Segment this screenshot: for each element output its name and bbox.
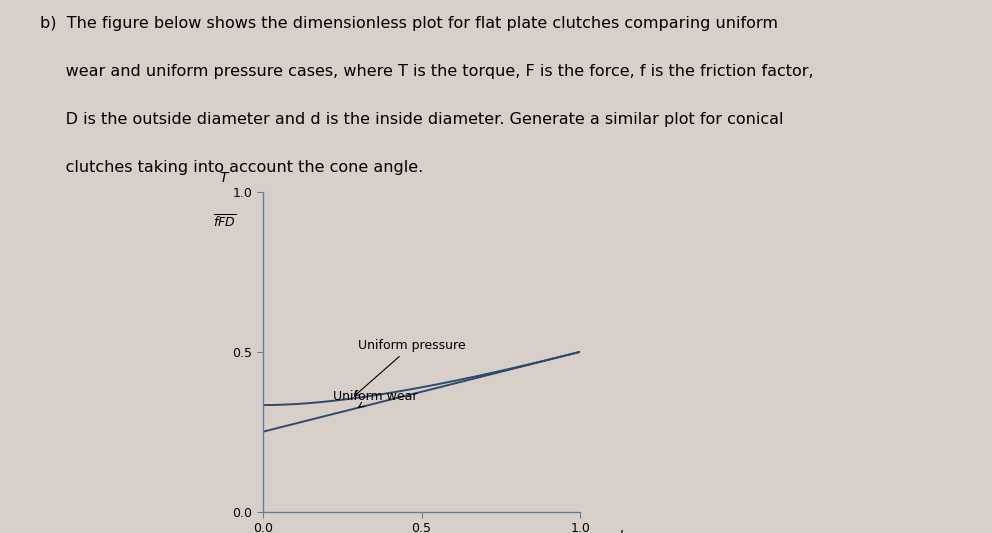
Text: $\overline{fFD}$: $\overline{fFD}$	[213, 214, 236, 231]
Text: clutches taking into account the cone angle.: clutches taking into account the cone an…	[40, 160, 423, 175]
Text: Uniform wear: Uniform wear	[332, 390, 418, 407]
Text: b)  The figure below shows the dimensionless plot for flat plate clutches compar: b) The figure below shows the dimensionl…	[40, 16, 778, 31]
Text: $d$: $d$	[613, 529, 624, 533]
Text: $T$: $T$	[219, 172, 230, 185]
Text: Uniform pressure: Uniform pressure	[354, 339, 465, 396]
Text: wear and uniform pressure cases, where T is the torque, F is the force, f is the: wear and uniform pressure cases, where T…	[40, 64, 813, 79]
Text: D is the outside diameter and d is the inside diameter. Generate a similar plot : D is the outside diameter and d is the i…	[40, 112, 783, 127]
